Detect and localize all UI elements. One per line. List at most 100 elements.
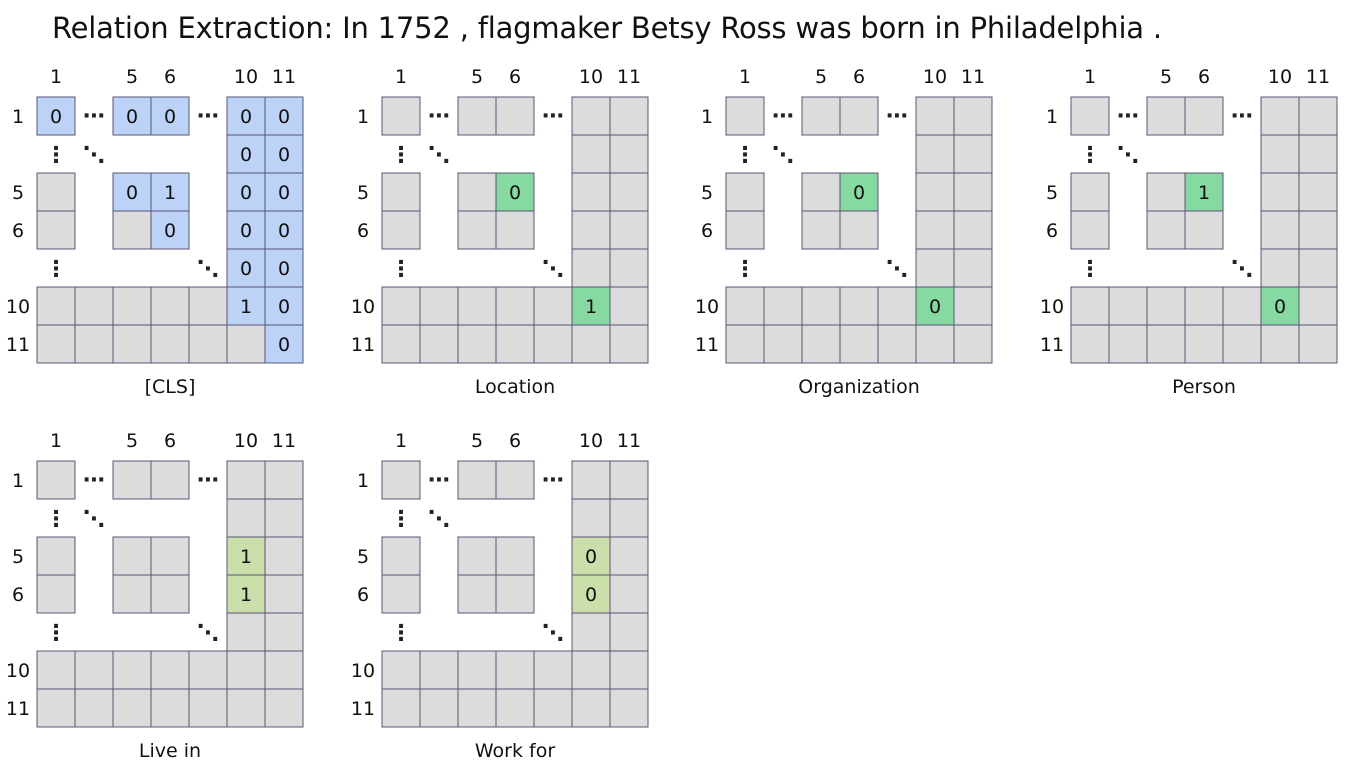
ellipsis-diagonal: ⋱ xyxy=(772,143,794,168)
column-label: 5 xyxy=(471,66,483,88)
ellipsis-horizontal: ⋯ xyxy=(542,468,564,493)
grid-cell xyxy=(381,210,421,250)
highlight-cell xyxy=(150,210,190,250)
cell-value: 0 xyxy=(853,182,865,204)
grid-cell xyxy=(226,498,266,538)
highlight-cell xyxy=(226,286,266,326)
grid-cell xyxy=(1070,172,1110,212)
grid-cell xyxy=(725,324,765,364)
grid-cell xyxy=(381,96,421,136)
cell-value: 0 xyxy=(278,106,290,128)
grid-cell xyxy=(495,324,535,364)
grid-cell xyxy=(1260,210,1300,250)
ellipsis-horizontal: ⋯ xyxy=(1231,104,1253,129)
grid-cell xyxy=(1298,172,1338,212)
grid-cell xyxy=(1184,96,1224,136)
grid-cell xyxy=(150,574,190,614)
ellipsis-diagonal: ⋱ xyxy=(83,507,105,532)
grid-cell xyxy=(419,324,459,364)
grid-cell xyxy=(609,286,649,326)
grid-cell xyxy=(1260,134,1300,174)
column-label: 1 xyxy=(395,430,407,452)
ellipsis-vertical: ⋮ xyxy=(390,507,412,532)
grid-cell xyxy=(839,210,879,250)
grid-cell xyxy=(457,324,497,364)
grid-cell xyxy=(264,612,304,652)
grid-cell xyxy=(112,650,152,690)
grid-cell xyxy=(609,688,649,728)
grid-cell xyxy=(36,650,76,690)
grid-cell xyxy=(381,688,421,728)
ellipsis-vertical: ⋮ xyxy=(45,507,67,532)
grid-cell xyxy=(953,96,993,136)
grid-cell xyxy=(571,460,611,500)
panel-label: Live in xyxy=(139,740,201,762)
grid-cell xyxy=(381,574,421,614)
row-label: 6 xyxy=(1046,220,1058,242)
row-label: 5 xyxy=(12,182,24,204)
grid-cell xyxy=(609,574,649,614)
grid-cell xyxy=(457,210,497,250)
column-label: 6 xyxy=(164,430,176,452)
ellipsis-vertical: ⋮ xyxy=(1079,143,1101,168)
column-label: 5 xyxy=(1160,66,1172,88)
column-label: 6 xyxy=(853,66,865,88)
grid-cell xyxy=(495,286,535,326)
grid-cell xyxy=(1070,96,1110,136)
cell-value: 1 xyxy=(585,296,597,318)
grid-cell xyxy=(457,650,497,690)
highlight-cell xyxy=(571,286,611,326)
grid-cell xyxy=(1260,96,1300,136)
ellipsis-horizontal: ⋯ xyxy=(772,104,794,129)
grid-cell xyxy=(495,210,535,250)
grid-cell xyxy=(1298,210,1338,250)
highlight-cell xyxy=(226,536,266,576)
grid-cell xyxy=(112,536,152,576)
grid-cell xyxy=(725,172,765,212)
cell-value: 0 xyxy=(929,296,941,318)
column-label: 10 xyxy=(923,66,947,88)
grid-cell xyxy=(381,172,421,212)
grid-cell xyxy=(1260,248,1300,288)
grid-cell xyxy=(150,286,190,326)
row-label: 1 xyxy=(357,106,369,128)
column-label: 11 xyxy=(1306,66,1330,88)
grid-cell xyxy=(188,286,228,326)
grid-cell xyxy=(419,286,459,326)
ellipsis-vertical: ⋮ xyxy=(390,257,412,282)
column-label: 1 xyxy=(50,66,62,88)
grid-cell xyxy=(36,460,76,500)
row-label: 1 xyxy=(701,106,713,128)
row-label: 10 xyxy=(351,296,375,318)
ellipsis-vertical: ⋮ xyxy=(45,143,67,168)
grid-cell xyxy=(1146,210,1186,250)
highlight-cell xyxy=(839,172,879,212)
grid-cell xyxy=(74,286,114,326)
column-label: 11 xyxy=(961,66,985,88)
grid-cell xyxy=(801,172,841,212)
grid-cell xyxy=(150,536,190,576)
grid-cell xyxy=(839,286,879,326)
column-label: 5 xyxy=(126,66,138,88)
cell-value: 0 xyxy=(278,334,290,356)
grid-cell xyxy=(1184,286,1224,326)
grid-cell xyxy=(953,286,993,326)
column-label: 11 xyxy=(272,430,296,452)
grid-cell xyxy=(1260,324,1300,364)
grid-cell xyxy=(533,324,573,364)
row-label: 11 xyxy=(351,698,375,720)
column-label: 10 xyxy=(579,430,603,452)
column-label: 1 xyxy=(50,430,62,452)
grid-cell xyxy=(264,536,304,576)
column-label: 5 xyxy=(471,430,483,452)
panel-label: Organization xyxy=(798,376,919,398)
grid-cell xyxy=(381,536,421,576)
column-label: 6 xyxy=(164,66,176,88)
grid-cell xyxy=(226,688,266,728)
grid-cell xyxy=(112,324,152,364)
grid-cell xyxy=(381,324,421,364)
grid-cell xyxy=(571,96,611,136)
grid-cell xyxy=(609,612,649,652)
